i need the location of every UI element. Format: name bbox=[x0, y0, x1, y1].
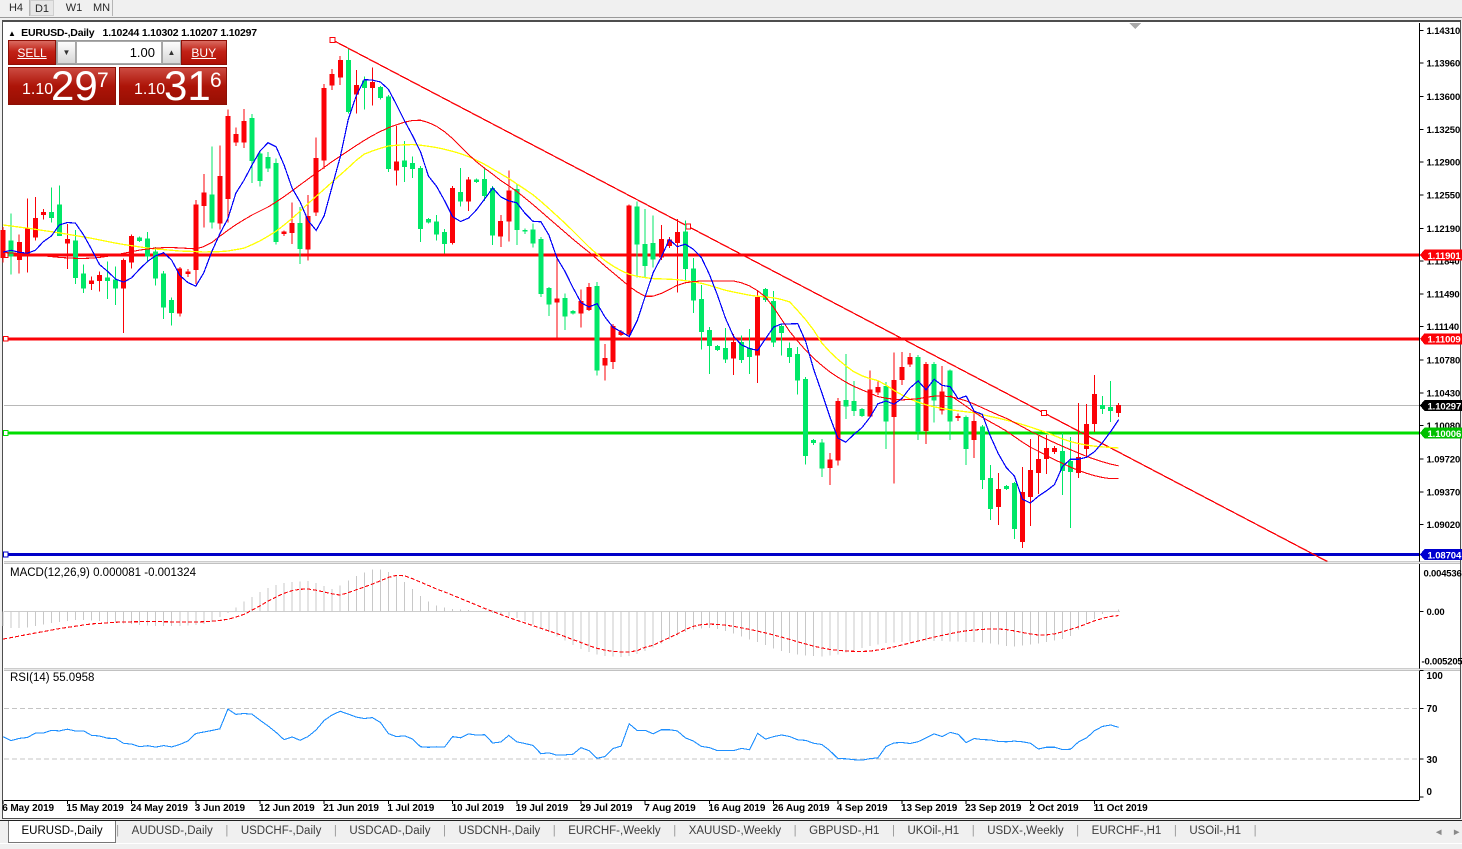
svg-text:1.09370: 1.09370 bbox=[1427, 487, 1461, 498]
svg-text:1.11490: 1.11490 bbox=[1427, 289, 1460, 300]
svg-text:24 May 2019: 24 May 2019 bbox=[131, 803, 189, 814]
svg-text:1.13250: 1.13250 bbox=[1427, 125, 1461, 136]
svg-text:1.08704: 1.08704 bbox=[1428, 550, 1462, 561]
svg-text:3 Jun 2019: 3 Jun 2019 bbox=[195, 803, 246, 814]
svg-text:13 Sep 2019: 13 Sep 2019 bbox=[901, 803, 958, 814]
svg-text:1.09720: 1.09720 bbox=[1427, 455, 1461, 466]
svg-text:100: 100 bbox=[1427, 671, 1444, 682]
svg-text:1.10006: 1.10006 bbox=[1428, 429, 1462, 440]
svg-text:1.11009: 1.11009 bbox=[1428, 335, 1461, 346]
svg-text:21 Jun 2019: 21 Jun 2019 bbox=[323, 803, 379, 814]
svg-text:15 May 2019: 15 May 2019 bbox=[66, 803, 124, 814]
svg-text:1.13960: 1.13960 bbox=[1427, 59, 1461, 70]
svg-text:1.13600: 1.13600 bbox=[1427, 92, 1461, 103]
svg-text:23 Sep 2019: 23 Sep 2019 bbox=[965, 803, 1022, 814]
svg-text:29 Jul 2019: 29 Jul 2019 bbox=[580, 803, 633, 814]
svg-text:1.11840: 1.11840 bbox=[1427, 257, 1460, 268]
svg-text:7 Aug 2019: 7 Aug 2019 bbox=[644, 803, 696, 814]
svg-text:1.12190: 1.12190 bbox=[1427, 224, 1461, 235]
svg-text:26 Aug 2019: 26 Aug 2019 bbox=[773, 803, 830, 814]
svg-text:1.09020: 1.09020 bbox=[1427, 520, 1461, 531]
svg-text:1.10080: 1.10080 bbox=[1427, 421, 1461, 432]
svg-text:70: 70 bbox=[1427, 704, 1438, 715]
svg-text:1.10430: 1.10430 bbox=[1427, 388, 1461, 399]
svg-text:-0.005205: -0.005205 bbox=[1422, 657, 1462, 668]
svg-text:30: 30 bbox=[1427, 755, 1438, 766]
svg-text:12 Jun 2019: 12 Jun 2019 bbox=[259, 803, 315, 814]
svg-text:1.11901: 1.11901 bbox=[1428, 251, 1462, 262]
svg-text:0.004536: 0.004536 bbox=[1424, 569, 1462, 580]
svg-text:1 Jul 2019: 1 Jul 2019 bbox=[387, 803, 434, 814]
svg-text:1.10297: 1.10297 bbox=[1428, 401, 1462, 412]
svg-text:11 Oct 2019: 11 Oct 2019 bbox=[1094, 803, 1148, 814]
svg-text:1.12900: 1.12900 bbox=[1427, 158, 1461, 169]
svg-text:1.11140: 1.11140 bbox=[1427, 322, 1460, 333]
svg-text:0.00: 0.00 bbox=[1427, 607, 1445, 618]
svg-text:4 Sep 2019: 4 Sep 2019 bbox=[837, 803, 888, 814]
svg-text:0: 0 bbox=[1427, 787, 1433, 798]
svg-text:2 Oct 2019: 2 Oct 2019 bbox=[1029, 803, 1079, 814]
svg-text:10 Jul 2019: 10 Jul 2019 bbox=[452, 803, 505, 814]
svg-text:6 May 2019: 6 May 2019 bbox=[2, 803, 54, 814]
svg-text:1.14310: 1.14310 bbox=[1427, 26, 1461, 37]
svg-text:16 Aug 2019: 16 Aug 2019 bbox=[708, 803, 765, 814]
svg-text:1.10780: 1.10780 bbox=[1427, 356, 1461, 367]
svg-text:1.12550: 1.12550 bbox=[1427, 190, 1461, 201]
svg-text:19 Jul 2019: 19 Jul 2019 bbox=[516, 803, 569, 814]
